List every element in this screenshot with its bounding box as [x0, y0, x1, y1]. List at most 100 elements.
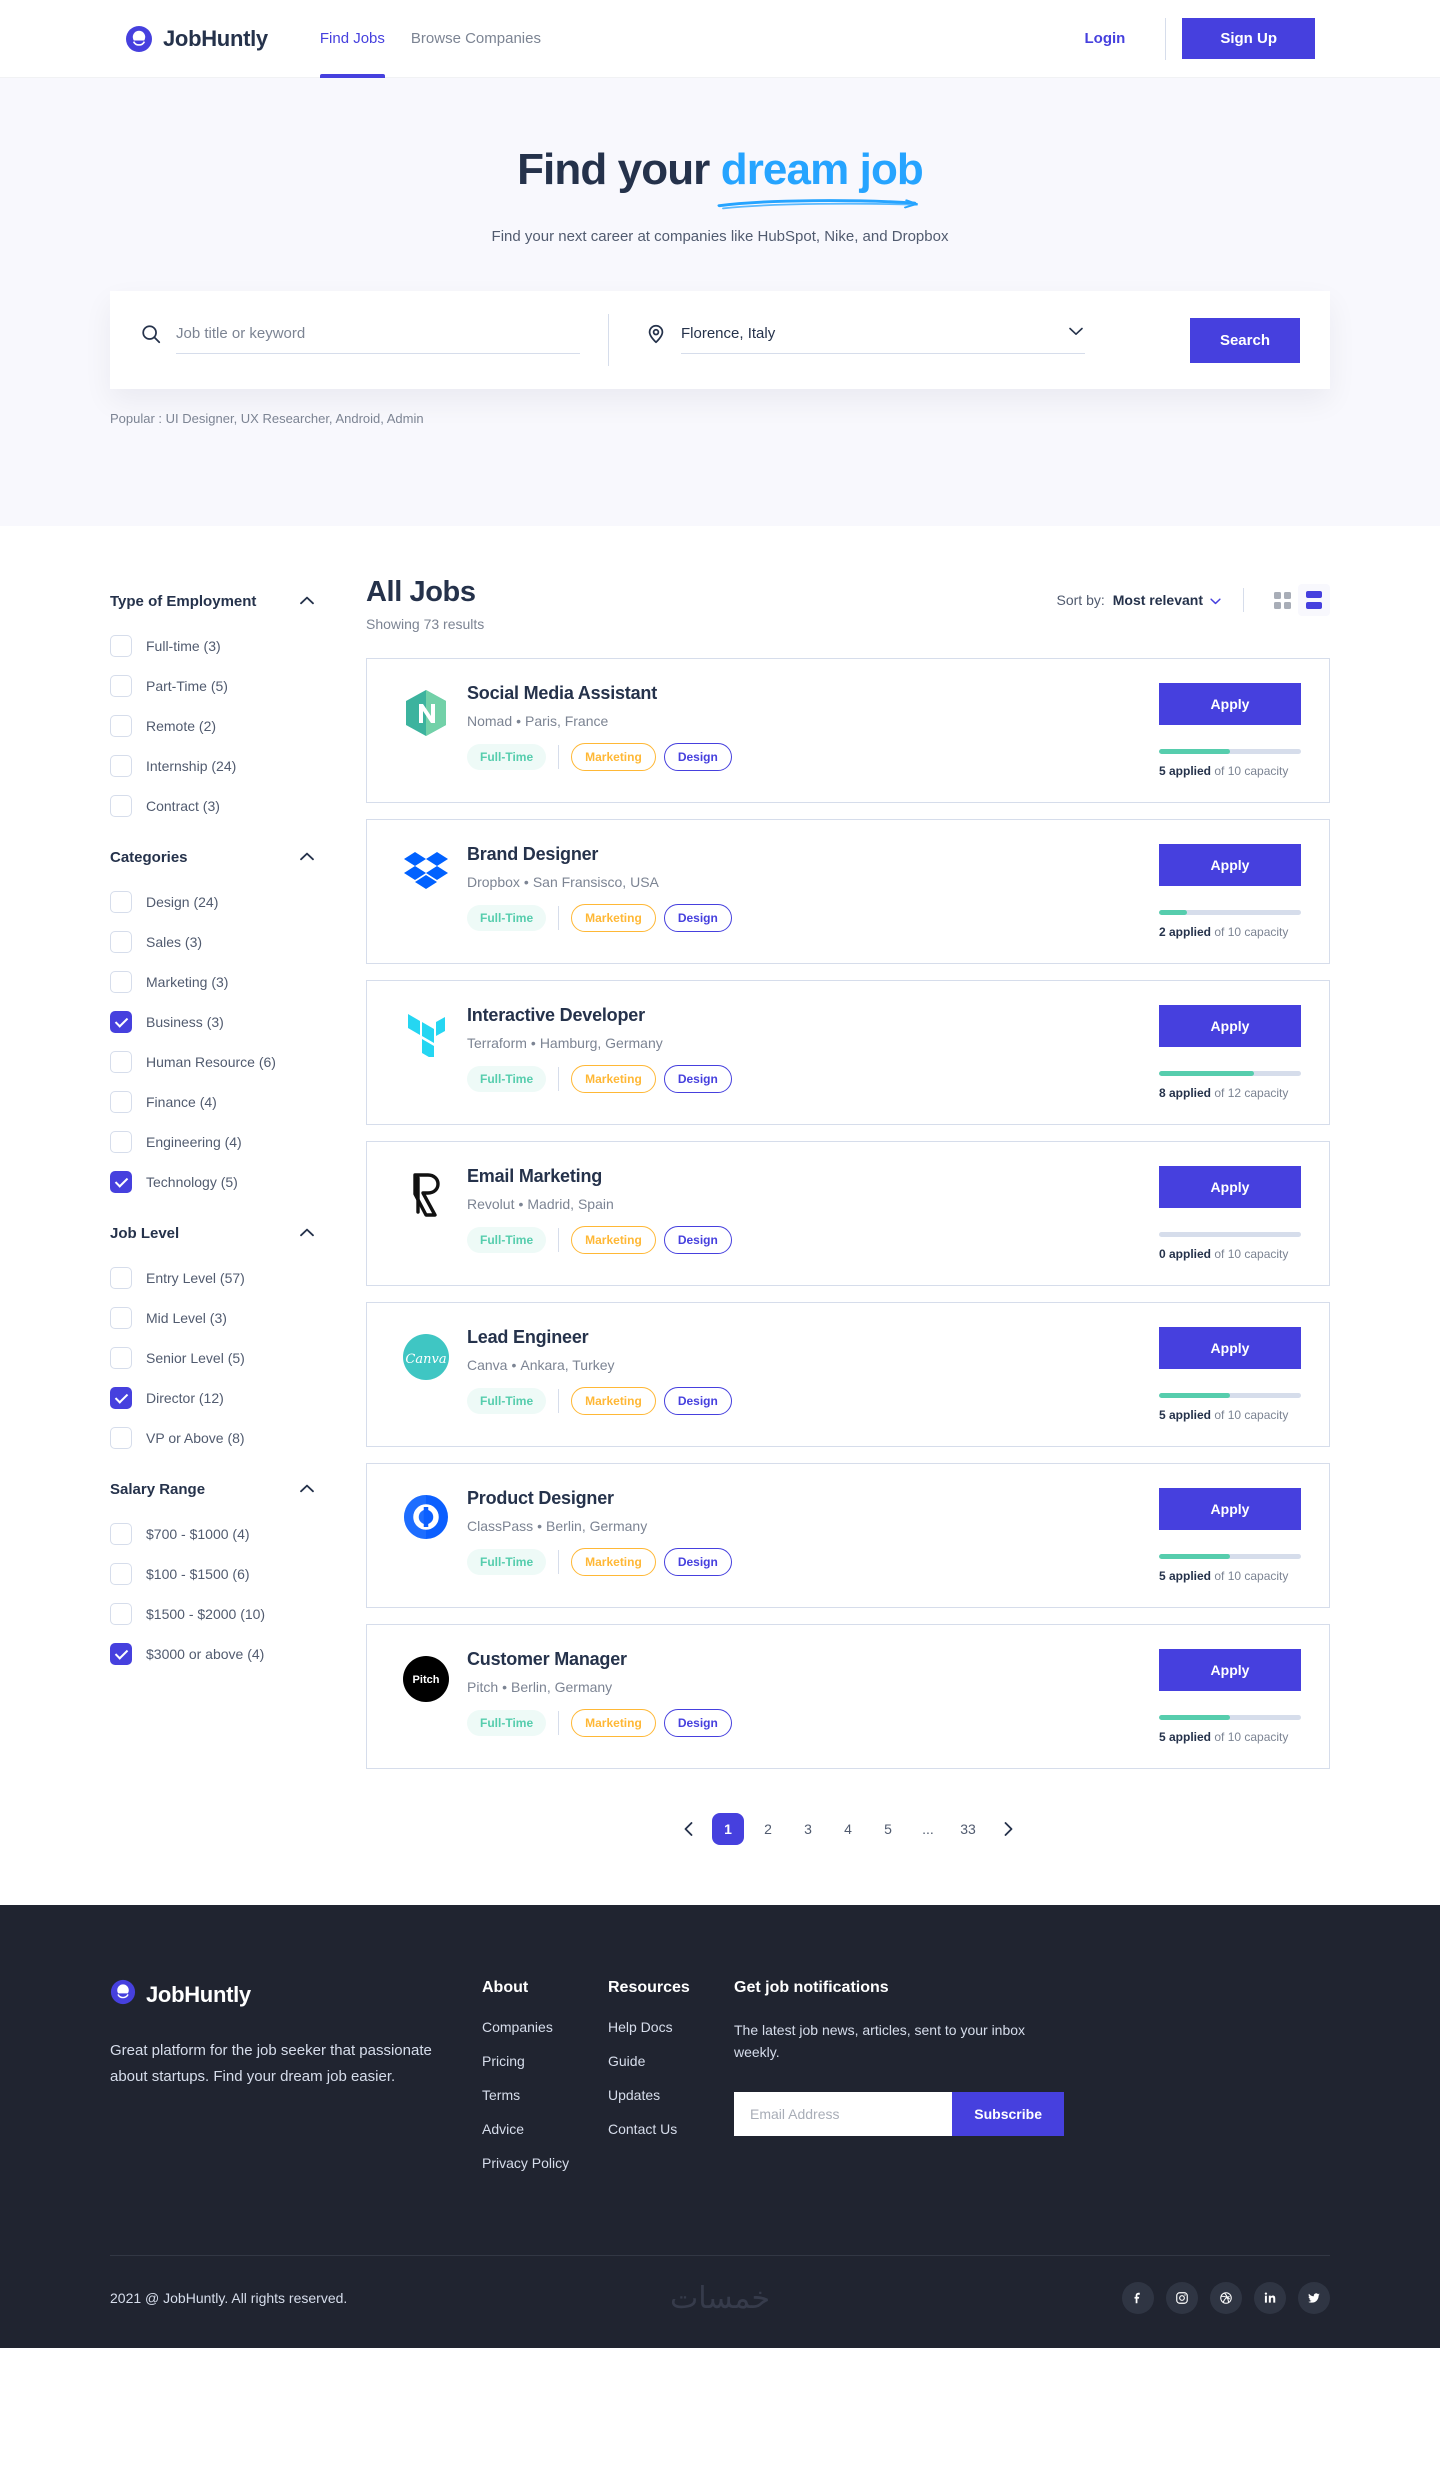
filter-checkbox[interactable]	[110, 1051, 132, 1073]
filter-checkbox[interactable]	[110, 1011, 132, 1033]
filter-checkbox[interactable]	[110, 931, 132, 953]
tag-marketing[interactable]: Marketing	[571, 1065, 656, 1093]
login-button[interactable]: Login	[1061, 18, 1150, 59]
footer-link-privacy-policy[interactable]: Privacy Policy	[482, 2155, 570, 2171]
linkedin-icon[interactable]	[1254, 2282, 1286, 2314]
filter-option[interactable]: Engineering (4)	[110, 1122, 336, 1162]
filter-group-header[interactable]: Type of Employment	[110, 576, 336, 626]
job-title[interactable]: Interactive Developer	[467, 1005, 645, 1025]
pagination-page[interactable]: 3	[792, 1813, 824, 1845]
search-button[interactable]: Search	[1189, 317, 1300, 363]
filter-group-header[interactable]: Salary Range	[110, 1464, 336, 1514]
tag-marketing[interactable]: Marketing	[571, 743, 656, 771]
filter-option[interactable]: Contract (3)	[110, 786, 336, 826]
tag-design[interactable]: Design	[663, 1065, 732, 1093]
filter-checkbox[interactable]	[110, 1091, 132, 1113]
job-title[interactable]: Lead Engineer	[467, 1327, 589, 1347]
tag-marketing[interactable]: Marketing	[571, 1548, 656, 1576]
filter-option[interactable]: $700 - $1000 (4)	[110, 1514, 336, 1554]
filter-option[interactable]: Sales (3)	[110, 922, 336, 962]
tag-full-time[interactable]: Full-Time	[467, 744, 547, 770]
filter-group-header[interactable]: Job Level	[110, 1208, 336, 1258]
filter-checkbox[interactable]	[110, 1347, 132, 1369]
footer-brand[interactable]: JobHuntly	[110, 1979, 440, 2010]
filter-group-header[interactable]: Categories	[110, 832, 336, 882]
filter-option[interactable]: Senior Level (5)	[110, 1338, 336, 1378]
tag-design[interactable]: Design	[663, 1548, 732, 1576]
filter-checkbox[interactable]	[110, 1387, 132, 1409]
tag-marketing[interactable]: Marketing	[571, 1387, 656, 1415]
filter-option[interactable]: VP or Above (8)	[110, 1418, 336, 1458]
chevron-right-icon[interactable]	[992, 1813, 1024, 1845]
job-card[interactable]: Pitch Customer Manager Pitch • Berlin, Germa…	[366, 1624, 1330, 1769]
tag-full-time[interactable]: Full-Time	[467, 1066, 547, 1092]
tag-full-time[interactable]: Full-Time	[467, 1388, 547, 1414]
filter-checkbox[interactable]	[110, 1171, 132, 1193]
signup-button[interactable]: Sign Up	[1182, 18, 1315, 59]
twitter-icon[interactable]	[1298, 2282, 1330, 2314]
tag-marketing[interactable]: Marketing	[571, 1226, 656, 1254]
filter-option[interactable]: Mid Level (3)	[110, 1298, 336, 1338]
apply-button[interactable]: Apply	[1159, 1488, 1301, 1530]
job-card[interactable]: Canva Lead Engineer Canva • Ankara, Turkey Fu…	[366, 1302, 1330, 1447]
filter-checkbox[interactable]	[110, 715, 132, 737]
footer-link-help-docs[interactable]: Help Docs	[608, 2019, 673, 2035]
subscribe-button[interactable]: Subscribe	[952, 2091, 1064, 2136]
tag-marketing[interactable]: Marketing	[571, 1709, 656, 1737]
pagination-page[interactable]: 2	[752, 1813, 784, 1845]
filter-option[interactable]: $3000 or above (4)	[110, 1634, 336, 1674]
filter-option[interactable]: Marketing (3)	[110, 962, 336, 1002]
dribbble-icon[interactable]	[1210, 2282, 1242, 2314]
job-title[interactable]: Product Designer	[467, 1488, 614, 1508]
footer-link-companies[interactable]: Companies	[482, 2019, 553, 2035]
filter-option[interactable]: Internship (24)	[110, 746, 336, 786]
instagram-icon[interactable]	[1166, 2282, 1198, 2314]
job-card[interactable]: Brand Designer Dropbox • San Fransisco, USA…	[366, 819, 1330, 964]
nav-link-browse-companies[interactable]: Browse Companies	[410, 30, 541, 47]
chevron-left-icon[interactable]	[672, 1813, 704, 1845]
tag-full-time[interactable]: Full-Time	[467, 1227, 547, 1253]
filter-checkbox[interactable]	[110, 1523, 132, 1545]
filter-checkbox[interactable]	[110, 1131, 132, 1153]
footer-link-guide[interactable]: Guide	[608, 2053, 646, 2069]
filter-checkbox[interactable]	[110, 1643, 132, 1665]
apply-button[interactable]: Apply	[1159, 683, 1301, 725]
job-title[interactable]: Social Media Assistant	[467, 683, 657, 703]
footer-link-advice[interactable]: Advice	[482, 2121, 525, 2137]
filter-option[interactable]: Remote (2)	[110, 706, 336, 746]
apply-button[interactable]: Apply	[1159, 1005, 1301, 1047]
filter-option[interactable]: Finance (4)	[110, 1082, 336, 1122]
filter-checkbox[interactable]	[110, 1267, 132, 1289]
filter-checkbox[interactable]	[110, 1427, 132, 1449]
filter-option[interactable]: Technology (5)	[110, 1162, 336, 1202]
job-card[interactable]: Interactive Developer Terraform • Hamburg, …	[366, 980, 1330, 1125]
footer-link-updates[interactable]: Updates	[608, 2087, 661, 2103]
filter-option[interactable]: Design (24)	[110, 882, 336, 922]
filter-checkbox[interactable]	[110, 675, 132, 697]
filter-option[interactable]: Director (12)	[110, 1378, 336, 1418]
grid-view-icon[interactable]	[1266, 584, 1298, 616]
apply-button[interactable]: Apply	[1159, 1327, 1301, 1369]
footer-link-contact-us[interactable]: Contact Us	[608, 2121, 678, 2137]
filter-checkbox[interactable]	[110, 795, 132, 817]
filter-checkbox[interactable]	[110, 891, 132, 913]
job-card[interactable]: Email Marketing Revolut • Madrid, Spain Full…	[366, 1141, 1330, 1286]
filter-option[interactable]: Entry Level (57)	[110, 1258, 336, 1298]
filter-option[interactable]: Business (3)	[110, 1002, 336, 1042]
tag-design[interactable]: Design	[663, 1709, 732, 1737]
brand-logo[interactable]: JobHuntly	[125, 25, 268, 53]
facebook-icon[interactable]	[1122, 2282, 1154, 2314]
tag-design[interactable]: Design	[663, 1226, 732, 1254]
apply-button[interactable]: Apply	[1159, 1649, 1301, 1691]
tag-design[interactable]: Design	[663, 1387, 732, 1415]
footer-link-pricing[interactable]: Pricing	[482, 2053, 525, 2069]
nav-link-find-jobs[interactable]: Find Jobs	[319, 0, 385, 78]
filter-option[interactable]: $100 - $1500 (6)	[110, 1554, 336, 1594]
email-field[interactable]	[734, 2091, 953, 2136]
apply-button[interactable]: Apply	[1159, 1166, 1301, 1208]
job-title[interactable]: Email Marketing	[467, 1166, 603, 1186]
filter-checkbox[interactable]	[110, 1307, 132, 1329]
tag-full-time[interactable]: Full-Time	[467, 905, 547, 931]
filter-option[interactable]: Full-time (3)	[110, 626, 336, 666]
location-select[interactable]: Florence, Italy	[681, 324, 1085, 342]
